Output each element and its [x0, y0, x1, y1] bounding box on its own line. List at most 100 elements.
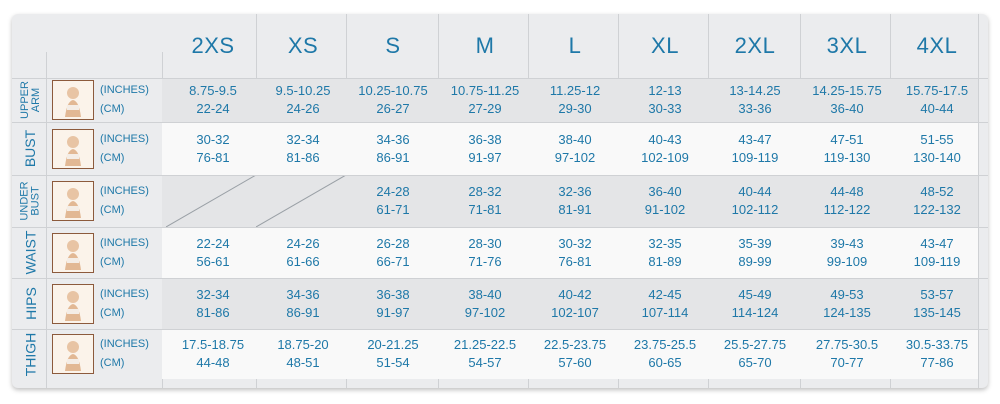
measurement-cell: 44-48 112-122 — [804, 175, 890, 227]
cm-value: 91-97 — [376, 304, 410, 320]
cm-value: 33-36 — [738, 101, 772, 116]
cm-value: 61-66 — [286, 253, 320, 269]
inches-value: 36-38 — [468, 131, 502, 147]
row-label-text: BUST — [23, 130, 39, 167]
measurement-cell: 42-45 107-114 — [622, 278, 708, 329]
units-label: (INCHES) (CM) — [100, 234, 160, 272]
measurement-cell: 49-53 124-135 — [804, 278, 890, 329]
row-divider-left — [12, 122, 162, 123]
row-divider-left — [12, 175, 162, 176]
row-divider — [162, 175, 988, 176]
measurement-cell: 30-32 76-81 — [532, 227, 618, 278]
inches-value: 9.5-10.25 — [275, 83, 331, 98]
inches-value: 43-47 — [920, 235, 954, 251]
measurement-cell: 18.75-20 48-51 — [260, 329, 346, 379]
inches-value: 51-55 — [920, 131, 954, 147]
measurement-cell: 8.75-9.5 22-24 — [170, 78, 256, 122]
inches-value: 11.25-12 — [549, 83, 601, 98]
units-label: (INCHES) (CM) — [100, 182, 160, 220]
inches-value: 30-32 — [196, 131, 230, 147]
units-cm: (CM) — [100, 103, 125, 115]
inches-value: 24-28 — [376, 184, 410, 199]
inches-value: 26-28 — [376, 235, 410, 251]
inches-value: 30-32 — [558, 235, 592, 251]
inches-value: 40-44 — [738, 184, 772, 199]
cm-value: 61-71 — [376, 202, 410, 217]
inches-value: 24-26 — [286, 235, 320, 251]
measurement-cell: 32-36 81-91 — [532, 175, 618, 227]
body-figure-thumbnail — [52, 232, 94, 273]
row-label-text: WAIST — [23, 231, 39, 275]
measurement-cell — [166, 175, 256, 227]
measurement-row-hips: HIPS (INCHES) (CM) 32-34 81-86 34-36 86-91 36-3… — [12, 278, 978, 329]
cm-value: 29-30 — [558, 101, 592, 116]
measurement-cell: 35-39 89-99 — [712, 227, 798, 278]
row-divider-left — [12, 227, 162, 228]
inches-value: 22-24 — [196, 235, 230, 251]
cm-value: 56-61 — [196, 253, 230, 269]
measurement-cell: 38-40 97-102 — [532, 122, 618, 175]
cm-value: 119-130 — [823, 149, 871, 165]
measurement-cell: 48-52 122-132 — [894, 175, 980, 227]
inches-value: 40-43 — [648, 131, 682, 147]
measurement-row-under-bust: UNDER BUST (INCHES) (CM) 24-28 61-71 28-32 71-8… — [12, 175, 978, 227]
cm-value: 122-132 — [913, 202, 961, 217]
cm-value: 130-140 — [913, 149, 961, 165]
inches-value: 13-14.25 — [729, 83, 781, 98]
measurement-cell: 9.5-10.25 24-26 — [260, 78, 346, 122]
inches-value: 14.25-15.75 — [812, 83, 882, 98]
inches-value: 40-42 — [558, 286, 592, 302]
size-header-m: M — [475, 33, 495, 58]
cm-value: 109-119 — [731, 149, 779, 165]
cm-value: 77-86 — [920, 355, 954, 370]
row-background — [162, 227, 978, 278]
row-label: THIGH — [12, 329, 50, 379]
measurement-cell: 22.5-23.75 57-60 — [532, 329, 618, 379]
units-label: (INCHES) (CM) — [100, 285, 160, 323]
row-label-line: HIPS — [22, 287, 39, 320]
measurement-cell: 12-13 30-33 — [622, 78, 708, 122]
measurement-cell: 32-35 81-89 — [622, 227, 708, 278]
cm-value: 81-91 — [558, 202, 592, 217]
inches-value: 44-48 — [830, 184, 864, 199]
measurement-cell: 21.25-22.5 54-57 — [442, 329, 528, 379]
measurement-cell: 25.5-27.75 65-70 — [712, 329, 798, 379]
inches-value: 53-57 — [920, 286, 954, 302]
inches-value: 17.5-18.75 — [181, 337, 245, 352]
not-available-slash — [166, 175, 256, 227]
size-header-2xl: 2XL — [734, 33, 776, 58]
inches-value: 35-39 — [738, 235, 772, 251]
inches-value: 10.25-10.75 — [358, 83, 428, 98]
inches-value: 30.5-33.75 — [905, 337, 969, 352]
inches-value: 36-38 — [376, 286, 410, 302]
units-inches: (INCHES) — [100, 84, 149, 96]
row-label: UNDER BUST — [12, 175, 50, 227]
measurement-cell: 51-55 130-140 — [894, 122, 980, 175]
cm-value: 71-76 — [468, 253, 502, 269]
body-figure-thumbnail — [52, 283, 94, 324]
measurement-cell: 40-44 102-112 — [712, 175, 798, 227]
cm-value: 99-109 — [826, 253, 868, 269]
row-divider — [162, 78, 988, 79]
inches-value: 28-32 — [468, 184, 502, 199]
body-figure-thumbnail — [52, 80, 94, 120]
cm-value: 54-57 — [468, 355, 502, 370]
row-label-line: BUST — [30, 186, 42, 216]
cm-value: 22-24 — [196, 101, 230, 116]
units-inches: (INCHES) — [100, 185, 149, 197]
row-label: UPPER ARM — [12, 78, 50, 122]
inches-value: 15.75-17.5 — [905, 83, 969, 98]
measurement-cell: 28-32 71-81 — [442, 175, 528, 227]
units-inches: (INCHES) — [100, 338, 149, 350]
measurement-cell: 43-47 109-119 — [712, 122, 798, 175]
cm-value: 70-77 — [830, 355, 864, 370]
inches-value: 8.75-9.5 — [189, 83, 237, 98]
cm-value: 60-65 — [648, 355, 682, 370]
column-divider — [46, 52, 47, 388]
inches-value: 42-45 — [648, 286, 682, 302]
measurement-cell: 11.25-12 29-30 — [532, 78, 618, 122]
measurement-cell: 13-14.25 33-36 — [712, 78, 798, 122]
cm-value: 76-81 — [196, 149, 230, 165]
measurement-cell: 34-36 86-91 — [260, 278, 346, 329]
not-available-slash — [256, 175, 346, 227]
